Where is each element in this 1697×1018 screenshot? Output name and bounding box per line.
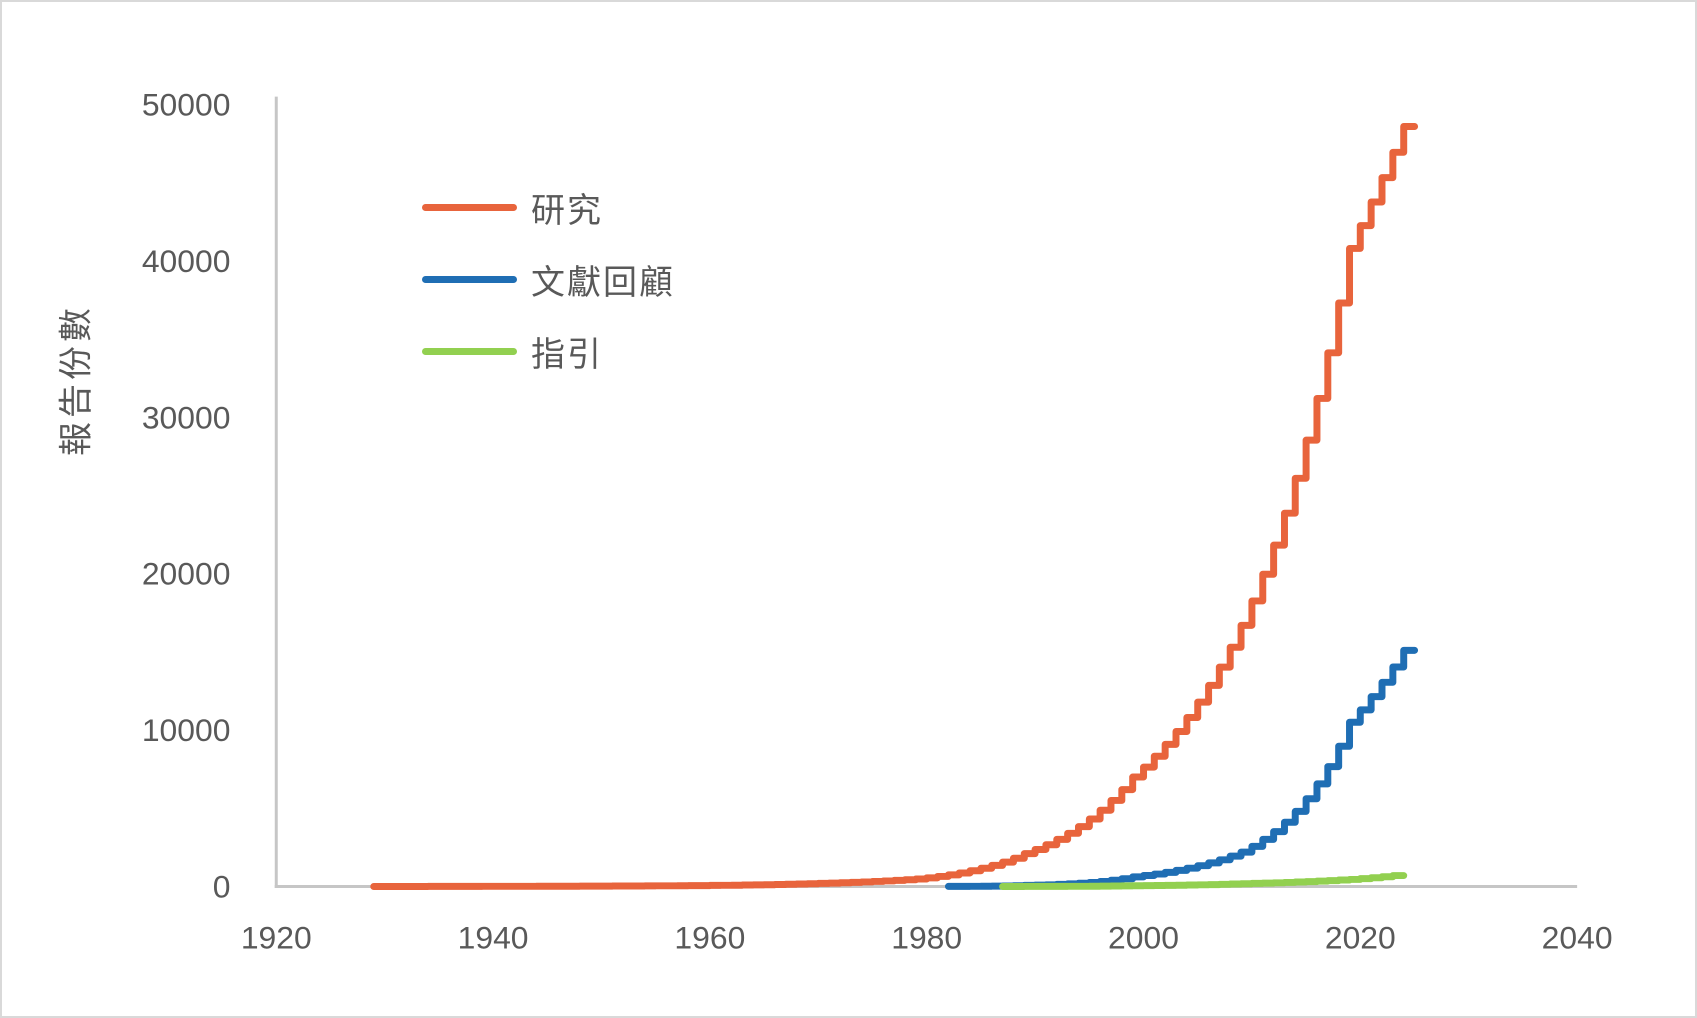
- legend-item-guideline: 指引: [422, 331, 675, 374]
- y-tick-label: 10000: [142, 712, 231, 748]
- legend-line-swatch-guideline: [422, 347, 517, 355]
- series-line-guideline: [999, 872, 1408, 890]
- x-tick-label: 1960: [674, 919, 745, 955]
- legend-item-literature-review: 文獻回顧: [422, 259, 675, 302]
- series-line-research: [370, 123, 1419, 890]
- legend-line-swatch-research: [422, 203, 517, 211]
- y-tick-label: 0: [213, 868, 231, 904]
- legend-line-swatch-literature-review: [422, 275, 517, 283]
- x-tick-label: 2000: [1108, 919, 1179, 955]
- legend-item-research: 研究: [422, 187, 675, 230]
- legend-label-research: 研究: [531, 191, 603, 230]
- y-tick-label: 40000: [142, 243, 231, 279]
- legend: 研究 文獻回顧 指引: [422, 187, 675, 403]
- legend-label-guideline: 指引: [531, 335, 603, 374]
- y-tick-label: 50000: [142, 87, 231, 123]
- y-tick-label: 20000: [142, 556, 231, 592]
- x-tick-label: 1940: [458, 919, 529, 955]
- x-tick-label: 1980: [891, 919, 962, 955]
- series-line-literature-review: [944, 646, 1419, 890]
- x-tick-label: 1920: [241, 919, 312, 955]
- x-tick-label: 2040: [1542, 919, 1613, 955]
- y-tick-label: 30000: [142, 399, 231, 435]
- x-tick-label: 2020: [1325, 919, 1396, 955]
- legend-label-literature-review: 文獻回顧: [531, 263, 675, 302]
- y-axis-title: 報告份數: [57, 304, 96, 456]
